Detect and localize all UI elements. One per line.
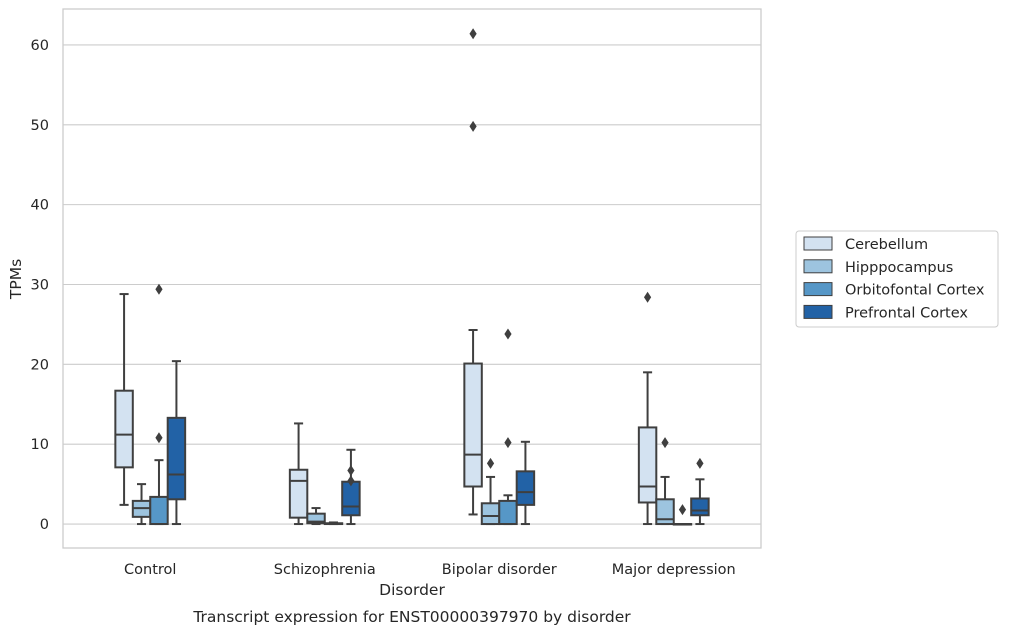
outlier-point — [469, 120, 477, 132]
chart-caption: Transcript expression for ENST0000039797… — [192, 608, 631, 626]
outlier-point — [504, 328, 512, 340]
outlier-point — [486, 457, 495, 469]
box-1-2 — [323, 521, 344, 526]
box-3-3 — [690, 478, 710, 526]
legend-swatch — [803, 236, 833, 251]
outlier-point — [696, 457, 704, 469]
outlier-point — [155, 283, 163, 295]
box-0-0 — [114, 293, 134, 506]
outlier-point — [469, 28, 477, 40]
box-2-2 — [498, 494, 518, 526]
box-2-0 — [463, 329, 483, 516]
x-tick-label: Schizophrenia — [274, 562, 376, 578]
y-tick-label: 60 — [31, 38, 49, 54]
legend-label: Prefrontal Cortex — [845, 305, 968, 321]
x-axis-label: Disorder — [379, 581, 445, 599]
y-tick-label: 20 — [31, 357, 49, 373]
box-2-3 — [515, 440, 536, 526]
legend-swatch — [803, 304, 833, 319]
box-iqr — [463, 362, 483, 488]
box-iqr — [288, 468, 309, 519]
box-0-2 — [149, 459, 169, 526]
legend-swatch — [803, 282, 833, 297]
outlier-point — [347, 475, 355, 487]
box-1-0 — [288, 422, 309, 526]
box-iqr — [515, 470, 536, 506]
y-tick-label: 40 — [31, 198, 49, 214]
legend: Cerebellum Hipppocampus Orbitofontal Corte… — [795, 230, 999, 328]
box-iqr — [655, 498, 675, 526]
box-iqr — [480, 502, 501, 526]
box-2-1 — [480, 475, 501, 526]
box-3-0 — [637, 371, 658, 526]
box-iqr — [149, 495, 169, 526]
x-tick-label: Control — [124, 562, 176, 578]
box-iqr — [690, 497, 710, 517]
box-1-3 — [341, 448, 361, 526]
x-tick-labels: Control Schizophrenia Bipolar disorder Majo… — [124, 562, 736, 578]
box-iqr — [114, 389, 134, 469]
outlier-point — [643, 291, 652, 303]
y-tick-labels: 0 10 20 30 40 50 60 — [31, 38, 49, 533]
y-axis-label: TPMs — [7, 259, 25, 300]
legend-label: Cerebellum — [845, 237, 928, 253]
x-tick-label: Major depression — [612, 562, 736, 578]
legend-frame — [795, 230, 999, 328]
box-3-1 — [655, 475, 675, 526]
x-tick-label: Bipolar disorder — [442, 562, 557, 578]
outlier-point — [347, 465, 355, 477]
y-tick-label: 0 — [40, 517, 49, 533]
box-0-1 — [131, 483, 152, 526]
box-iqr — [166, 416, 187, 501]
box-iqr — [498, 499, 518, 526]
box-0-3 — [166, 360, 187, 526]
outliers — [155, 28, 704, 516]
legend-label: Orbitofontal Cortex — [845, 283, 985, 299]
legend-swatch — [803, 259, 833, 274]
legend-label: Hipppocampus — [845, 260, 953, 276]
boxes — [114, 293, 710, 526]
plot-frame — [62, 8, 762, 549]
outlier-point — [678, 504, 687, 516]
y-tick-label: 10 — [31, 437, 49, 453]
outlier-point — [155, 432, 163, 444]
box-1-1 — [306, 507, 326, 526]
y-tick-label: 30 — [31, 277, 49, 293]
outlier-point — [661, 437, 669, 449]
box-iqr — [341, 480, 361, 517]
y-tick-label: 50 — [31, 118, 49, 134]
box-3-2 — [672, 523, 693, 526]
box-iqr — [306, 512, 326, 525]
box-iqr — [637, 426, 658, 504]
outlier-point — [504, 437, 512, 449]
